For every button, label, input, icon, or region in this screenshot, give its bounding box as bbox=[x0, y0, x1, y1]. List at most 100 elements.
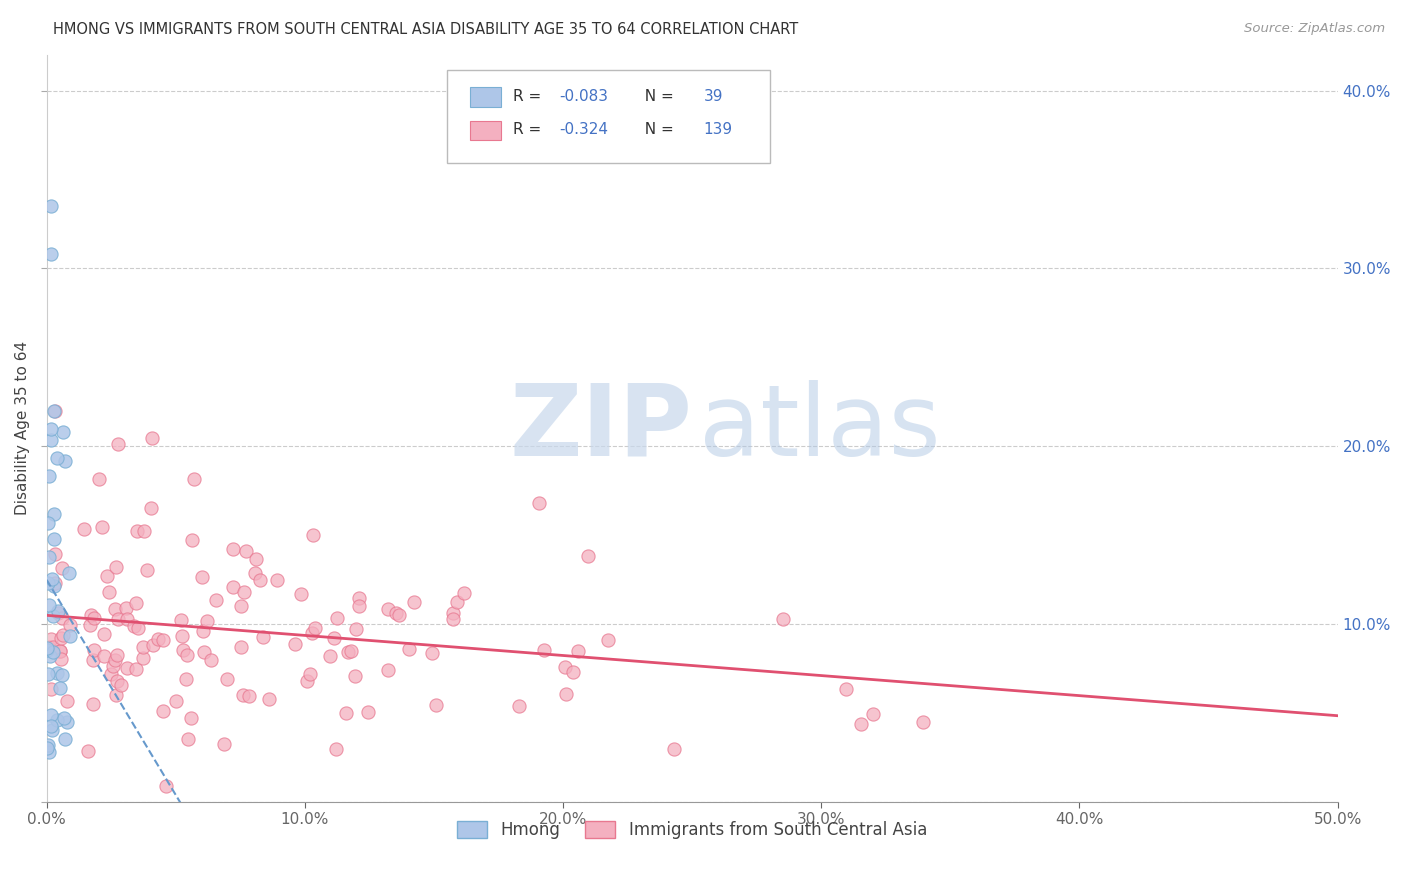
Point bbox=[127, 621, 149, 635]
Point bbox=[51, 561, 73, 575]
Point bbox=[122, 619, 145, 633]
Point bbox=[453, 586, 475, 600]
Bar bbox=[470, 120, 501, 140]
Point bbox=[96, 568, 118, 582]
Point bbox=[105, 674, 128, 689]
Point bbox=[170, 613, 193, 627]
Point bbox=[39, 648, 62, 663]
Point bbox=[58, 566, 80, 581]
Point bbox=[155, 780, 177, 794]
Point bbox=[41, 572, 63, 586]
Text: 139: 139 bbox=[704, 122, 733, 137]
Point bbox=[39, 433, 62, 447]
Point bbox=[132, 524, 155, 538]
Point bbox=[284, 637, 307, 651]
Point bbox=[83, 643, 105, 657]
Point bbox=[44, 403, 66, 417]
Point bbox=[152, 633, 174, 648]
Point bbox=[132, 640, 155, 655]
Point bbox=[146, 632, 169, 646]
Point bbox=[53, 732, 76, 747]
Point bbox=[578, 549, 600, 563]
Point bbox=[420, 646, 443, 660]
Point bbox=[83, 610, 105, 624]
Point bbox=[132, 650, 155, 665]
Point bbox=[567, 644, 589, 658]
Point bbox=[100, 666, 122, 681]
Point bbox=[51, 668, 73, 682]
Point bbox=[190, 570, 212, 584]
Point bbox=[335, 706, 357, 720]
Point bbox=[441, 606, 464, 620]
Point bbox=[125, 596, 148, 610]
Point bbox=[235, 544, 257, 558]
Point bbox=[42, 404, 65, 418]
Text: R =: R = bbox=[513, 122, 546, 137]
Point bbox=[204, 593, 226, 607]
Point bbox=[346, 622, 368, 636]
Point bbox=[257, 692, 280, 706]
Point bbox=[49, 644, 72, 658]
Point bbox=[38, 468, 60, 483]
Text: Source: ZipAtlas.com: Source: ZipAtlas.com bbox=[1244, 22, 1385, 36]
Point bbox=[42, 640, 65, 654]
Point bbox=[53, 454, 76, 468]
Point bbox=[222, 580, 245, 594]
Point bbox=[46, 607, 69, 621]
Point bbox=[101, 659, 124, 673]
Point bbox=[44, 532, 66, 546]
Point bbox=[39, 247, 62, 261]
Point bbox=[141, 431, 163, 445]
Point bbox=[53, 711, 76, 725]
Y-axis label: Disability Age 35 to 64: Disability Age 35 to 64 bbox=[15, 342, 30, 516]
Text: -0.083: -0.083 bbox=[560, 88, 609, 103]
Point bbox=[97, 584, 120, 599]
Point bbox=[229, 599, 252, 613]
Point bbox=[107, 648, 129, 662]
Point bbox=[347, 591, 370, 605]
Point bbox=[388, 608, 411, 623]
Point bbox=[39, 632, 62, 647]
Point bbox=[325, 741, 347, 756]
Text: 39: 39 bbox=[704, 88, 723, 103]
Text: -0.324: -0.324 bbox=[560, 122, 609, 137]
Point bbox=[252, 630, 274, 644]
Text: N =: N = bbox=[636, 88, 679, 103]
Point bbox=[336, 645, 359, 659]
Point bbox=[115, 660, 138, 674]
Point bbox=[51, 652, 73, 666]
Point bbox=[217, 672, 239, 686]
Point bbox=[79, 618, 101, 632]
Point bbox=[45, 665, 67, 680]
Point bbox=[136, 562, 159, 576]
Point bbox=[377, 664, 399, 678]
Point bbox=[46, 605, 69, 619]
Text: N =: N = bbox=[636, 122, 679, 137]
Point bbox=[398, 642, 420, 657]
Point bbox=[174, 672, 197, 686]
Point bbox=[344, 669, 367, 683]
Point bbox=[529, 496, 551, 510]
Point bbox=[44, 547, 66, 561]
Point bbox=[231, 640, 253, 654]
Point bbox=[238, 690, 260, 704]
Point bbox=[319, 648, 342, 663]
Point bbox=[115, 601, 138, 615]
Point bbox=[180, 533, 202, 548]
Point bbox=[598, 632, 620, 647]
Point bbox=[59, 617, 82, 632]
Point bbox=[245, 566, 267, 580]
Point bbox=[554, 660, 576, 674]
Point bbox=[107, 612, 129, 626]
Point bbox=[105, 560, 128, 574]
Point bbox=[165, 694, 187, 708]
Point bbox=[142, 639, 165, 653]
Point bbox=[44, 576, 66, 591]
Point bbox=[191, 624, 214, 639]
Point bbox=[297, 674, 319, 689]
Point bbox=[562, 665, 585, 679]
Point bbox=[772, 612, 794, 626]
Point bbox=[384, 607, 406, 621]
Point bbox=[200, 653, 222, 667]
Point bbox=[104, 653, 127, 667]
